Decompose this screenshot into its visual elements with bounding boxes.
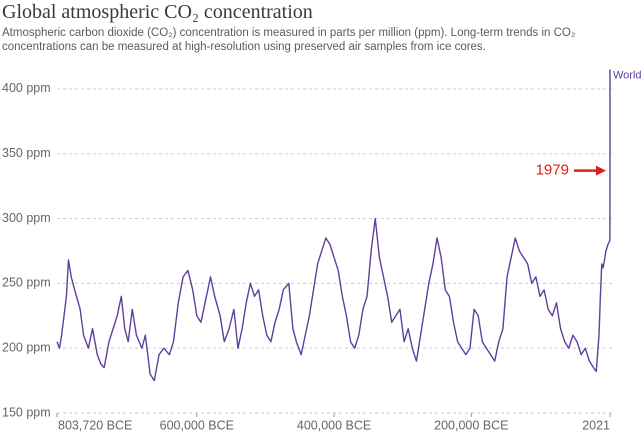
chart-title: Global atmospheric CO₂ concentration (2, 1, 313, 23)
x-tick-label: 600,000 BCE (160, 418, 234, 432)
annotation-arrowhead (595, 165, 606, 176)
series-label: World (613, 69, 642, 81)
x-tick-label: 2021 (582, 418, 610, 432)
annotation-text: 1979 (536, 162, 569, 179)
y-tick-label: 150 ppm (2, 405, 51, 419)
y-tick-label: 350 ppm (2, 146, 51, 160)
y-tick-label: 300 ppm (2, 211, 51, 225)
x-tick-label: 200,000 BCE (434, 418, 508, 432)
chart-subtitle: Atmospheric carbon dioxide (CO₂) concent… (2, 27, 576, 53)
y-tick-label: 400 ppm (2, 81, 51, 95)
y-tick-label: 250 ppm (2, 276, 51, 290)
y-tick-label: 200 ppm (2, 340, 51, 354)
x-tick-label: 400,000 BCE (297, 418, 371, 432)
series-line (56, 69, 611, 382)
x-tick-label: 803,720 BCE (58, 418, 132, 432)
